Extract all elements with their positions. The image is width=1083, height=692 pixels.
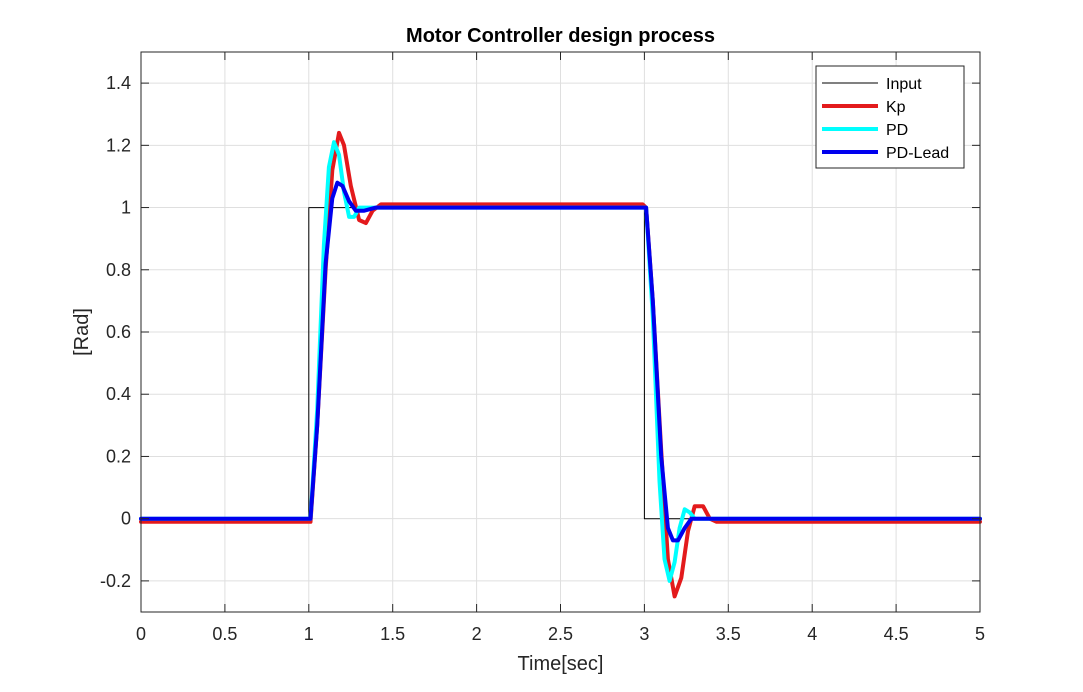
x-tick-label: 0.5 [212,624,237,644]
y-tick-label: 0.8 [106,260,131,280]
y-tick-label: 0.2 [106,446,131,466]
y-tick-label: 1 [121,198,131,218]
legend: Input Kp PD PD-Lead [815,65,965,169]
x-tick-label: 3 [639,624,649,644]
x-tick-label: 4.5 [884,624,909,644]
series-line-kp [139,130,982,599]
series-line-pd-lead [139,180,982,543]
x-tick-label: 5 [975,624,985,644]
x-tick-label: 3.5 [716,624,741,644]
legend-label: PD [886,122,908,139]
x-tick-label: 1.5 [380,624,405,644]
x-tick-label: 2.5 [548,624,573,644]
x-tick-label: 4 [807,624,817,644]
series-lines [139,130,982,599]
chart-title: Motor Controller design process [406,25,715,47]
legend-label: PD-Lead [886,145,949,162]
axis-ticks: 0 0.5 1 1.5 2 2.5 3 3.5 4 4.5 5 -0.2 0 0.2 0.4 0.6 0.8 1 1… [100,52,985,644]
x-axis-label: Time[sec] [518,653,604,675]
y-tick-label: 0.4 [106,384,131,404]
y-tick-label: -0.2 [100,571,131,591]
x-tick-label: 0 [136,624,146,644]
y-tick-label: 0 [121,509,131,529]
legend-label: Input [886,76,922,93]
y-tick-label: 1.4 [106,73,131,93]
x-tick-label: 2 [472,624,482,644]
legend-label: Kp [886,99,906,116]
x-tick-label: 1 [304,624,314,644]
y-tick-label: 0.6 [106,322,131,342]
y-tick-label: 1.2 [106,135,131,155]
y-axis-label: [Rad] [71,308,93,356]
